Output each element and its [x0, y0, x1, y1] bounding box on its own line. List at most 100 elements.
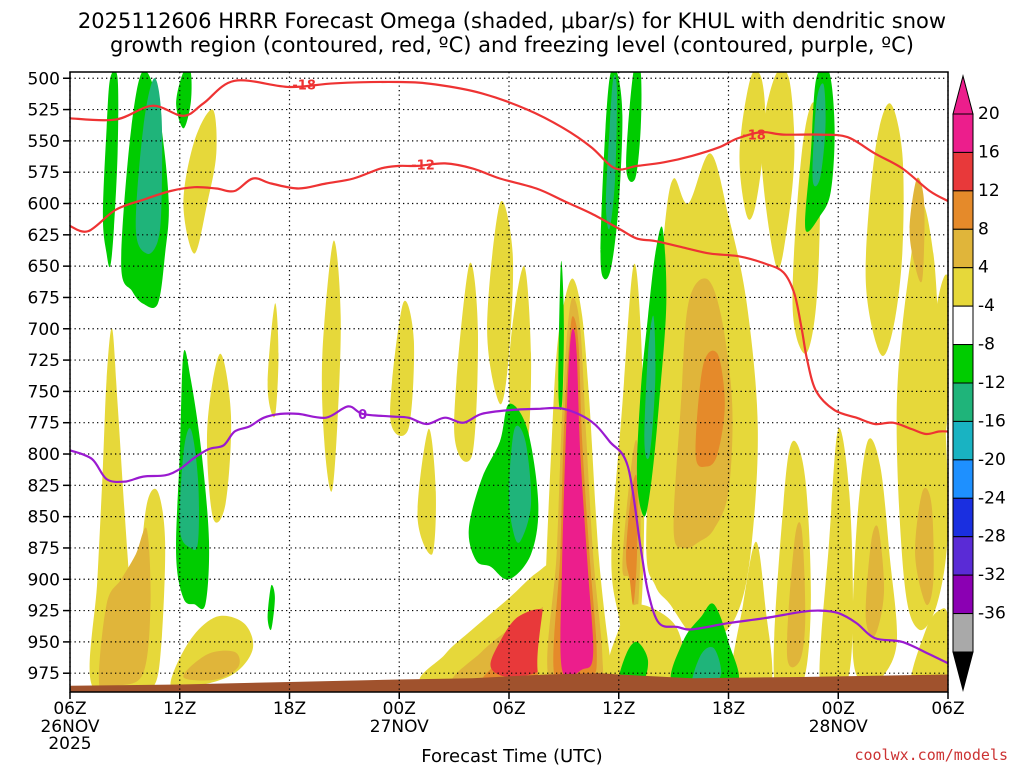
colorbar-label-8: -16	[978, 411, 1006, 431]
colorbar-band-zero	[952, 305, 974, 346]
colorbar-bottom-arrow	[952, 651, 974, 692]
omega-region-neg4-47	[176, 72, 192, 129]
omega-region-pos4-36	[865, 103, 904, 357]
colorbar-band-neg8	[952, 382, 974, 422]
omega-region-pos8-4	[183, 650, 240, 681]
dgz-contour-0-line	[70, 79, 948, 202]
omega-shading-layer	[89, 72, 948, 692]
y-tick-label-800: 800	[28, 445, 60, 465]
omega-region-pos4-37	[896, 203, 948, 631]
colorbar-band-neg28	[952, 574, 974, 615]
colorbar-band-neg32	[952, 613, 974, 653]
colorbar-band-pos16	[952, 151, 974, 192]
colorbar-label-5: -4	[978, 296, 995, 316]
colorbar-band-pos20	[952, 113, 974, 153]
y-tick-label-850: 850	[28, 508, 60, 528]
y-tick-label-725: 725	[28, 351, 60, 371]
y-tick-label-575: 575	[28, 163, 60, 183]
y-tick-label-875: 875	[28, 539, 60, 559]
omega-region-pos8-38	[915, 487, 934, 606]
freezing-level-label: 0	[358, 408, 367, 423]
y-tick-label-550: 550	[28, 132, 60, 152]
colorbar-label-2: 12	[978, 181, 1000, 201]
omega-region-pos4-8	[321, 240, 341, 492]
omega-region-neg4-55	[558, 260, 564, 411]
x-tick-date-3: 27NOV	[370, 717, 429, 737]
colorbar-label-10: -24	[978, 488, 1006, 508]
colorbar-band-pos8	[952, 228, 974, 269]
x-tick-year-0: 2025	[48, 734, 91, 754]
y-axis: 500 525 550 575 600 625 650 675 700 725 750 775 800 8…	[28, 69, 70, 684]
colorbar-band-pos12	[952, 190, 974, 230]
omega-region-pos20-21	[560, 328, 594, 678]
colorbar-label-4: 4	[978, 258, 989, 278]
omega-region-pos4-28	[761, 72, 795, 269]
y-tick-label-650: 650	[28, 257, 60, 277]
y-tick-label-750: 750	[28, 382, 60, 402]
chart-title-line2: growth region (contoured, red, ºC) and f…	[110, 33, 914, 57]
y-tick-label-625: 625	[28, 226, 60, 246]
y-tick-label-825: 825	[28, 476, 60, 496]
colorbar-label-6: -8	[978, 335, 995, 355]
colorbar-label-13: -36	[978, 604, 1006, 624]
colorbar-label-11: -28	[978, 527, 1006, 547]
colorbar-label-1: 16	[978, 142, 1000, 162]
x-tick-label-8: 06Z	[931, 699, 964, 719]
ground-layer	[70, 673, 948, 692]
colorbar-band-neg20	[952, 497, 974, 538]
x-tick-label-0: 06Z	[53, 699, 86, 719]
y-tick-label-525: 525	[28, 101, 60, 121]
x-tick-date-0: 26NOV	[40, 717, 99, 737]
colorbar-band-neg4	[952, 344, 974, 384]
colorbar-band-pos4	[952, 267, 974, 307]
omega-region-pos4-30	[731, 541, 773, 692]
omega-region-pos8-32	[786, 522, 806, 668]
y-tick-label-700: 700	[28, 320, 60, 340]
colorbar-label-12: -32	[978, 565, 1006, 585]
dgz-contour-label-0: -18	[292, 79, 316, 94]
credit-text: coolwx.com/models	[854, 746, 1008, 764]
omega-region-pos4-11	[454, 262, 479, 462]
contour-labels: -18 -18 -12 0	[292, 79, 766, 423]
colorbar-label-3: 8	[978, 219, 989, 239]
omega-region-pos12-27	[695, 350, 725, 467]
omega-region-pos4-33	[819, 427, 854, 692]
colorbar: 20 16 12 8 4 -4 -8 -12 -16 -20 -24 -28 -32 -36	[952, 74, 1006, 692]
contour-layer	[70, 79, 948, 665]
freezing-level-contour-line	[70, 405, 948, 665]
dgz-contour-2-line	[70, 162, 948, 436]
colorbar-label-7: -12	[978, 373, 1006, 393]
y-tick-label-675: 675	[28, 288, 60, 308]
y-tick-label-925: 925	[28, 602, 60, 622]
y-tick-label-900: 900	[28, 570, 60, 590]
x-tick-label-1: 12Z	[163, 699, 196, 719]
x-tick-label-3: 00Z	[383, 699, 416, 719]
y-tick-label-950: 950	[28, 633, 60, 653]
ground-surface	[70, 673, 948, 692]
colorbar-band-neg12	[952, 420, 974, 461]
omega-region-pos4-6	[206, 353, 232, 523]
x-tick-date-7: 28NOV	[809, 717, 868, 737]
y-tick-label-500: 500	[28, 69, 60, 89]
y-tick-label-975: 975	[28, 664, 60, 684]
x-axis-label: Forecast Time (UTC)	[421, 746, 603, 767]
omega-region-pos4-12	[487, 201, 514, 405]
x-tick-label-6: 18Z	[712, 699, 745, 719]
colorbar-top-arrow	[952, 74, 974, 115]
omega-region-pos4-10	[417, 428, 436, 555]
colorbar-band-neg16	[952, 459, 974, 499]
omega-region-pos8-35	[865, 525, 885, 637]
y-tick-label-775: 775	[28, 414, 60, 434]
omega-region-neg8-52	[508, 425, 532, 543]
dgz-contour-label-2: -12	[411, 159, 435, 174]
omega-region-neg8-54	[605, 75, 617, 230]
omega-region-pos4-40	[910, 608, 948, 692]
omega-region-pos4-9	[390, 300, 415, 437]
omega-region-neg4-56	[626, 72, 642, 182]
dgz-contour-label-1: -18	[742, 129, 766, 144]
x-tick-label-2: 18Z	[273, 699, 306, 719]
omega-region-pos8-2	[98, 527, 151, 692]
omega-region-neg8-46	[135, 78, 163, 255]
